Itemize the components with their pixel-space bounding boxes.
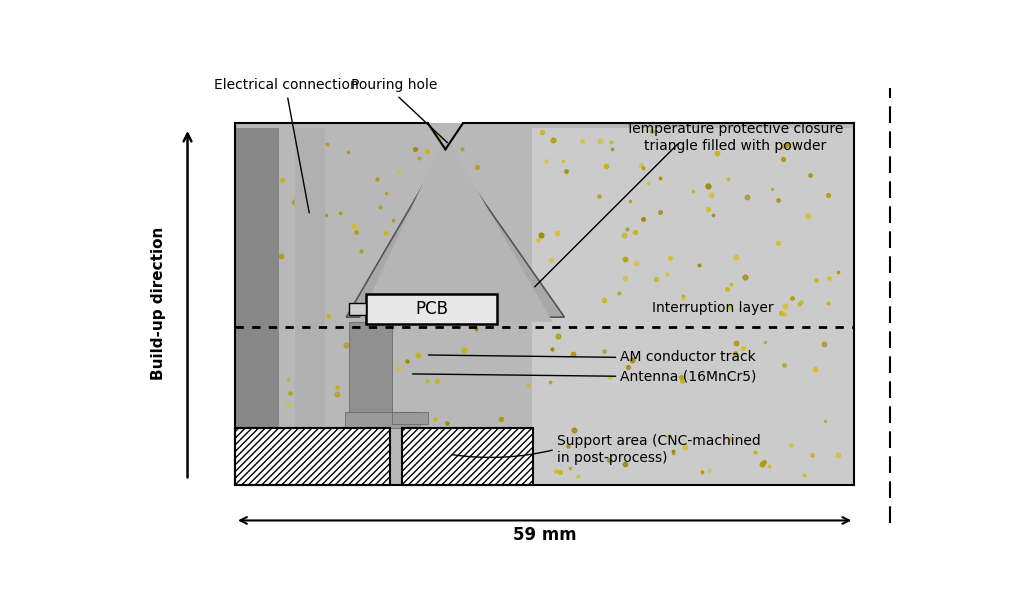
Bar — [236, 429, 390, 485]
Text: Electrical connection: Electrical connection — [214, 79, 359, 213]
Bar — [348, 322, 392, 419]
Bar — [367, 293, 497, 324]
Polygon shape — [358, 135, 553, 322]
Text: Pouring hole: Pouring hole — [350, 79, 447, 142]
Text: AM conductor track: AM conductor track — [620, 351, 756, 364]
Bar — [295, 123, 325, 485]
Polygon shape — [346, 147, 564, 317]
Text: Interruption layer: Interruption layer — [652, 301, 773, 315]
Text: Temperature protective closure
triangle filled with powder: Temperature protective closure triangle … — [627, 122, 844, 153]
Text: Support area (CNC-machined
in post-process): Support area (CNC-machined in post-proce… — [557, 435, 760, 465]
Bar — [348, 303, 367, 315]
Bar — [532, 123, 854, 485]
Bar — [236, 123, 279, 485]
Bar — [401, 429, 532, 485]
Bar — [236, 123, 854, 485]
Text: Antenna (16MnCr5): Antenna (16MnCr5) — [620, 369, 757, 383]
Text: 59 mm: 59 mm — [513, 526, 577, 543]
Bar — [236, 123, 854, 128]
Text: Build-up direction: Build-up direction — [151, 227, 166, 379]
Text: PCB: PCB — [415, 300, 449, 318]
Bar — [392, 412, 428, 424]
Bar — [345, 412, 420, 429]
